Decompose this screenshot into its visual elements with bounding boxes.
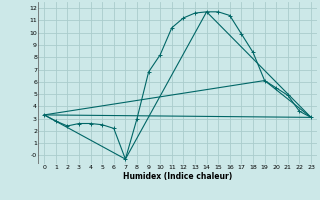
X-axis label: Humidex (Indice chaleur): Humidex (Indice chaleur) <box>123 172 232 181</box>
